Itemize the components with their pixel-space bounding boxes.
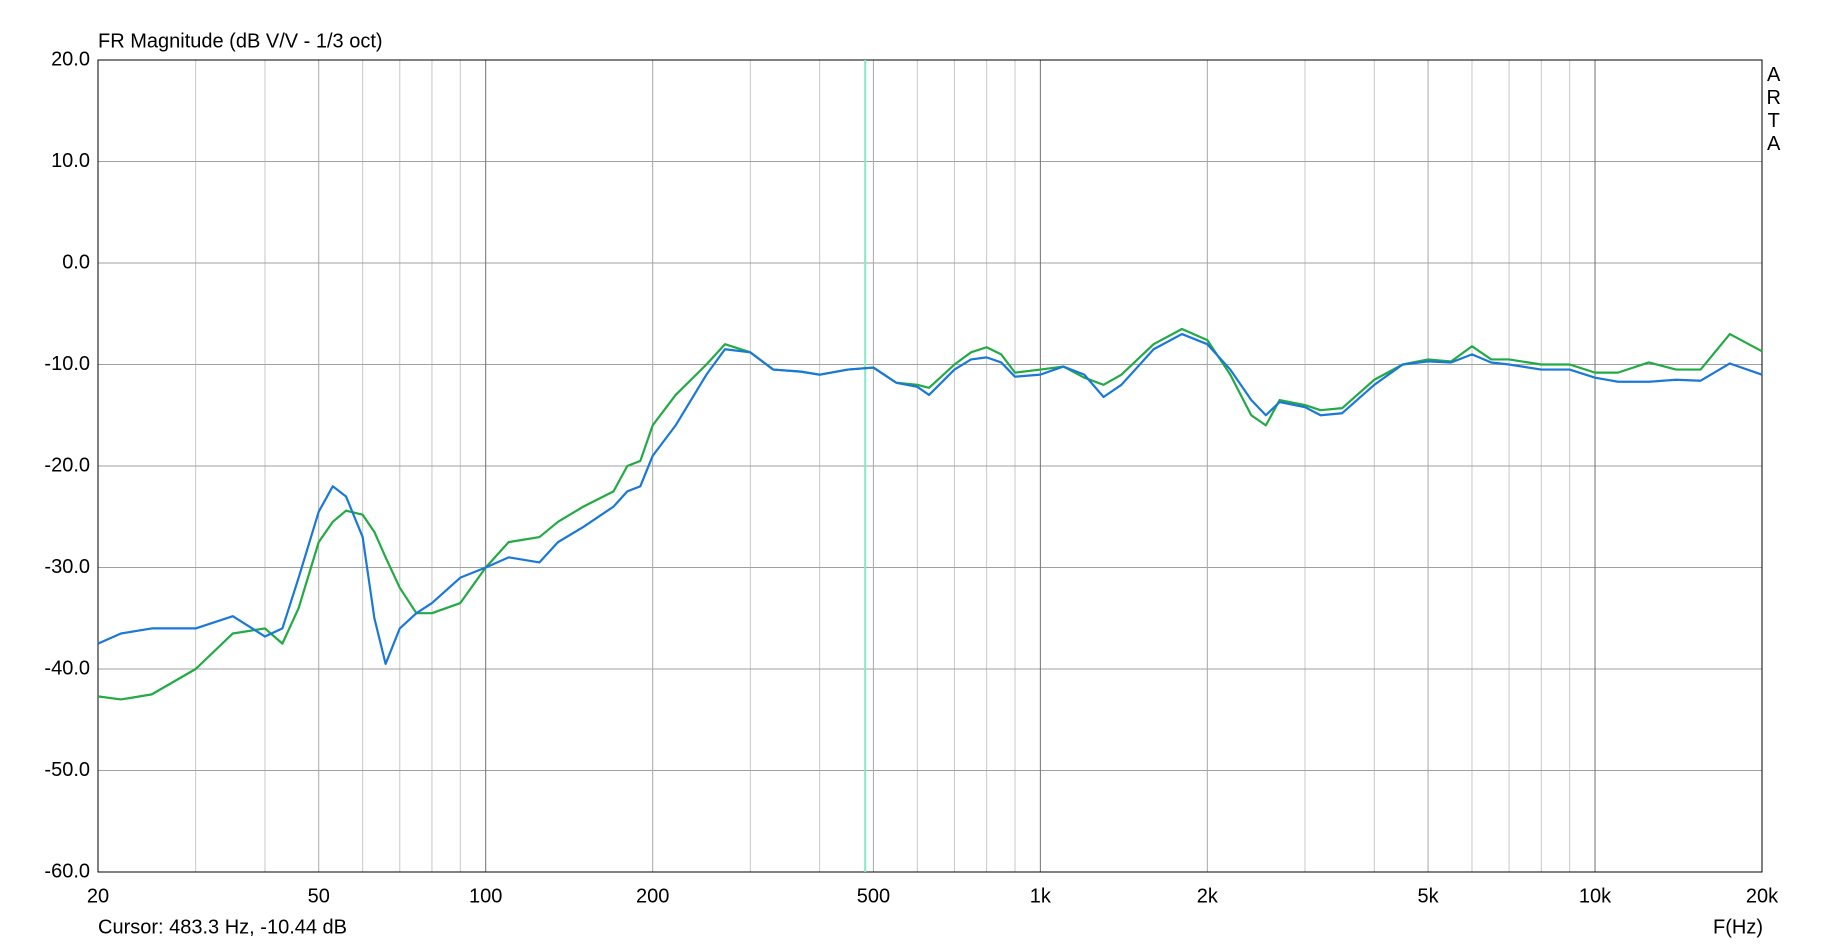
y-tick-label: -10.0 bbox=[44, 353, 90, 375]
chart-title: FR Magnitude (dB V/V - 1/3 oct) bbox=[98, 30, 383, 52]
y-tick-label: 20.0 bbox=[51, 48, 90, 70]
y-tick-label: -20.0 bbox=[44, 454, 90, 476]
watermark: ARTA bbox=[1763, 64, 1785, 156]
y-tick-label: -30.0 bbox=[44, 556, 90, 578]
x-tick-label: 500 bbox=[857, 885, 890, 907]
x-tick-label: 5k bbox=[1417, 885, 1439, 907]
x-tick-label: 100 bbox=[469, 885, 502, 907]
x-tick-label: 2k bbox=[1197, 885, 1219, 907]
y-tick-label: 10.0 bbox=[51, 150, 90, 172]
y-tick-label: -40.0 bbox=[44, 657, 90, 679]
x-tick-label: 10k bbox=[1579, 885, 1612, 907]
y-tick-label: -50.0 bbox=[44, 759, 90, 781]
y-tick-label: -60.0 bbox=[44, 860, 90, 882]
series-line bbox=[97, 327, 1763, 701]
cursor-readout: Cursor: 483.3 Hz, -10.44 dB bbox=[98, 916, 347, 938]
x-tick-label: 50 bbox=[308, 885, 330, 907]
x-tick-label: 20 bbox=[87, 885, 109, 907]
plot-frame bbox=[97, 59, 1763, 873]
x-axis-label: F(Hz) bbox=[1713, 916, 1763, 938]
x-tick-label: 1k bbox=[1030, 885, 1052, 907]
y-tick-label: 0.0 bbox=[62, 251, 90, 273]
series-line bbox=[97, 332, 1763, 666]
x-tick-label: 20k bbox=[1746, 885, 1779, 907]
x-tick-label: 200 bbox=[636, 885, 669, 907]
